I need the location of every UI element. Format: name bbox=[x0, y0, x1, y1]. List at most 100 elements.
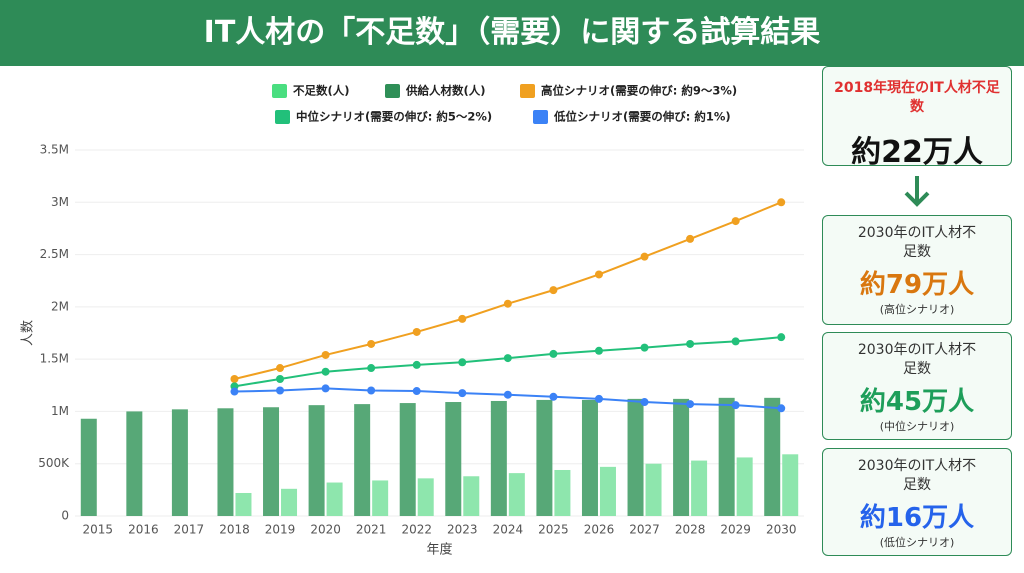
y-axis-label: 人数 bbox=[21, 320, 36, 346]
y-tick-label: 1M bbox=[51, 404, 69, 418]
x-tick-label: 2016 bbox=[128, 523, 159, 537]
box-label: 2030年のIT人材不足数 bbox=[857, 458, 977, 493]
bar bbox=[536, 399, 553, 516]
legend-swatch bbox=[272, 84, 287, 98]
bar bbox=[718, 397, 735, 516]
point bbox=[640, 252, 649, 261]
point bbox=[458, 389, 467, 398]
point bbox=[503, 299, 512, 308]
legend-label: 供給人材数(人) bbox=[405, 84, 486, 98]
point bbox=[777, 333, 786, 342]
point bbox=[276, 386, 285, 395]
point bbox=[458, 314, 467, 323]
y-tick-label: 2M bbox=[51, 299, 69, 313]
y-tick-label: 1.5M bbox=[40, 352, 69, 366]
bar bbox=[445, 402, 462, 516]
point bbox=[503, 354, 512, 363]
point bbox=[503, 390, 512, 399]
y-tick-label: 3M bbox=[51, 195, 69, 209]
bar bbox=[508, 473, 525, 516]
point bbox=[321, 384, 330, 393]
x-tick-label: 2025 bbox=[538, 523, 569, 537]
bar bbox=[354, 404, 371, 516]
chart: 0 500K 1M 1.5M 2M 2.5M 3M 3.5M 年度 人数 2015 2016 2017 2… bbox=[21, 84, 804, 558]
point bbox=[686, 400, 695, 409]
bar bbox=[581, 399, 598, 516]
y-tick-label: 2.5M bbox=[40, 247, 69, 261]
point bbox=[549, 286, 558, 295]
point bbox=[412, 327, 421, 336]
y-tick-label: 3.5M bbox=[40, 143, 69, 157]
title: IT人材の「不足数」（需要）に関する試算結果 bbox=[0, 0, 1024, 66]
y-tick-label: 500K bbox=[38, 456, 70, 470]
x-tick-label: 2022 bbox=[401, 523, 432, 537]
legend-label: 低位シナリオ(需要の伸び: 約1%) bbox=[553, 110, 731, 124]
x-tick-label: 2027 bbox=[629, 523, 660, 537]
bar bbox=[217, 408, 234, 516]
point bbox=[640, 343, 649, 352]
legend-label: 不足数(人) bbox=[293, 84, 350, 98]
point bbox=[777, 404, 786, 413]
bar bbox=[399, 403, 416, 516]
point bbox=[367, 386, 376, 395]
arrow bbox=[904, 176, 930, 207]
info-box: 2030年のIT人材不足数 約79万人 (高位シナリオ) bbox=[822, 215, 1012, 325]
point bbox=[686, 234, 695, 243]
info-box: 2030年のIT人材不足数 約45万人 (中位シナリオ) bbox=[822, 332, 1012, 440]
bar bbox=[490, 400, 507, 516]
bar bbox=[372, 480, 389, 516]
x-tick-label: 2030 bbox=[766, 523, 797, 537]
bar bbox=[599, 466, 616, 516]
point bbox=[412, 387, 421, 396]
bar bbox=[645, 463, 662, 516]
bar bbox=[764, 397, 781, 516]
legend-swatch bbox=[275, 110, 290, 124]
x-tick-label: 2019 bbox=[265, 523, 296, 537]
bar bbox=[691, 460, 708, 516]
point bbox=[777, 198, 786, 207]
x-tick-label: 2023 bbox=[447, 523, 478, 537]
point bbox=[276, 375, 285, 384]
box-note: (中位シナリオ) bbox=[879, 420, 955, 433]
point bbox=[731, 401, 740, 410]
box-label: 2030年のIT人材不足数 bbox=[857, 225, 977, 260]
point bbox=[321, 367, 330, 376]
bar bbox=[463, 476, 480, 516]
point bbox=[549, 392, 558, 401]
legend-label: 中位シナリオ(需要の伸び: 約5～2%) bbox=[296, 110, 492, 124]
legend-swatch bbox=[520, 84, 535, 98]
box-value: 約79万人 bbox=[859, 270, 975, 300]
x-tick-label: 2017 bbox=[174, 523, 205, 537]
bar bbox=[326, 482, 343, 516]
point bbox=[640, 398, 649, 407]
box-label: 2030年のIT人材不足数 bbox=[857, 342, 977, 377]
point bbox=[549, 349, 558, 358]
point bbox=[230, 375, 239, 384]
x-tick-label: 2021 bbox=[356, 523, 387, 537]
point bbox=[276, 364, 285, 373]
point bbox=[686, 339, 695, 348]
bar bbox=[235, 492, 252, 516]
x-tick-label: 2020 bbox=[310, 523, 341, 537]
point bbox=[321, 350, 330, 359]
legend-label: 高位シナリオ(需要の伸び: 約9～3%) bbox=[541, 84, 737, 98]
bar bbox=[627, 398, 644, 516]
x-tick-label: 2029 bbox=[720, 523, 751, 537]
box-value: 約22万人 bbox=[851, 135, 983, 170]
bar bbox=[554, 469, 571, 516]
box-label: 2018年現在のIT人材不足数 bbox=[834, 80, 1000, 115]
point bbox=[594, 394, 603, 403]
bar bbox=[263, 407, 280, 516]
point bbox=[594, 270, 603, 279]
box-note: (低位シナリオ) bbox=[879, 536, 955, 549]
info-box: 2018年現在のIT人材不足数 約22万人 bbox=[822, 66, 1012, 170]
x-tick-label: 2026 bbox=[584, 523, 615, 537]
info-box: 2030年のIT人材不足数 約16万人 (低位シナリオ) bbox=[822, 448, 1012, 556]
point bbox=[367, 339, 376, 348]
legend-swatch bbox=[533, 110, 548, 124]
line bbox=[234, 201, 782, 380]
point bbox=[230, 387, 239, 396]
bar bbox=[281, 488, 298, 516]
bar bbox=[736, 457, 753, 516]
